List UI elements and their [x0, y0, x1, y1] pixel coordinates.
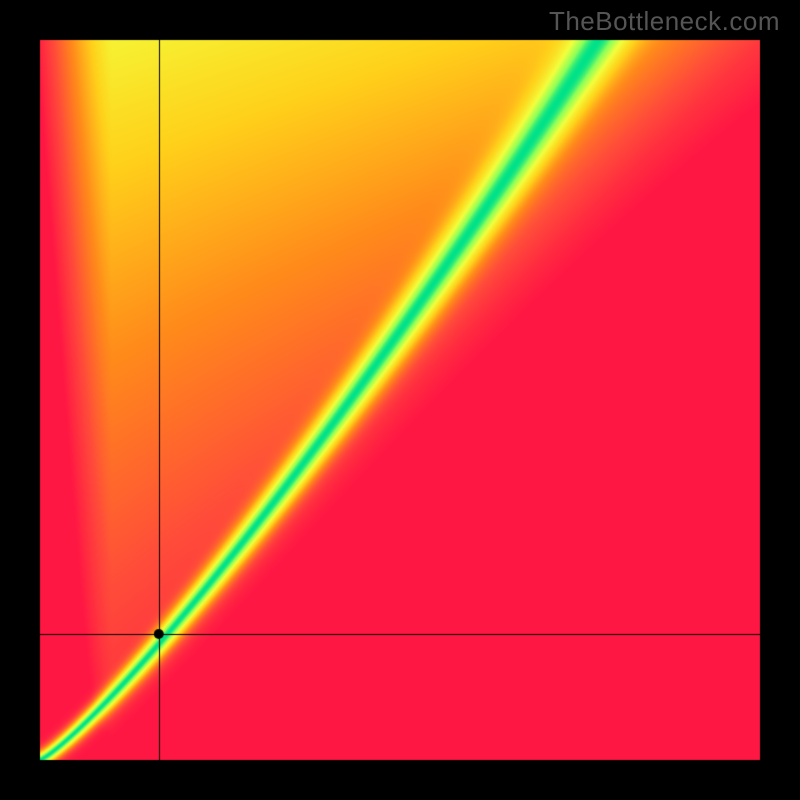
watermark-text: TheBottleneck.com — [549, 6, 780, 37]
bottleneck-heatmap — [0, 0, 800, 800]
